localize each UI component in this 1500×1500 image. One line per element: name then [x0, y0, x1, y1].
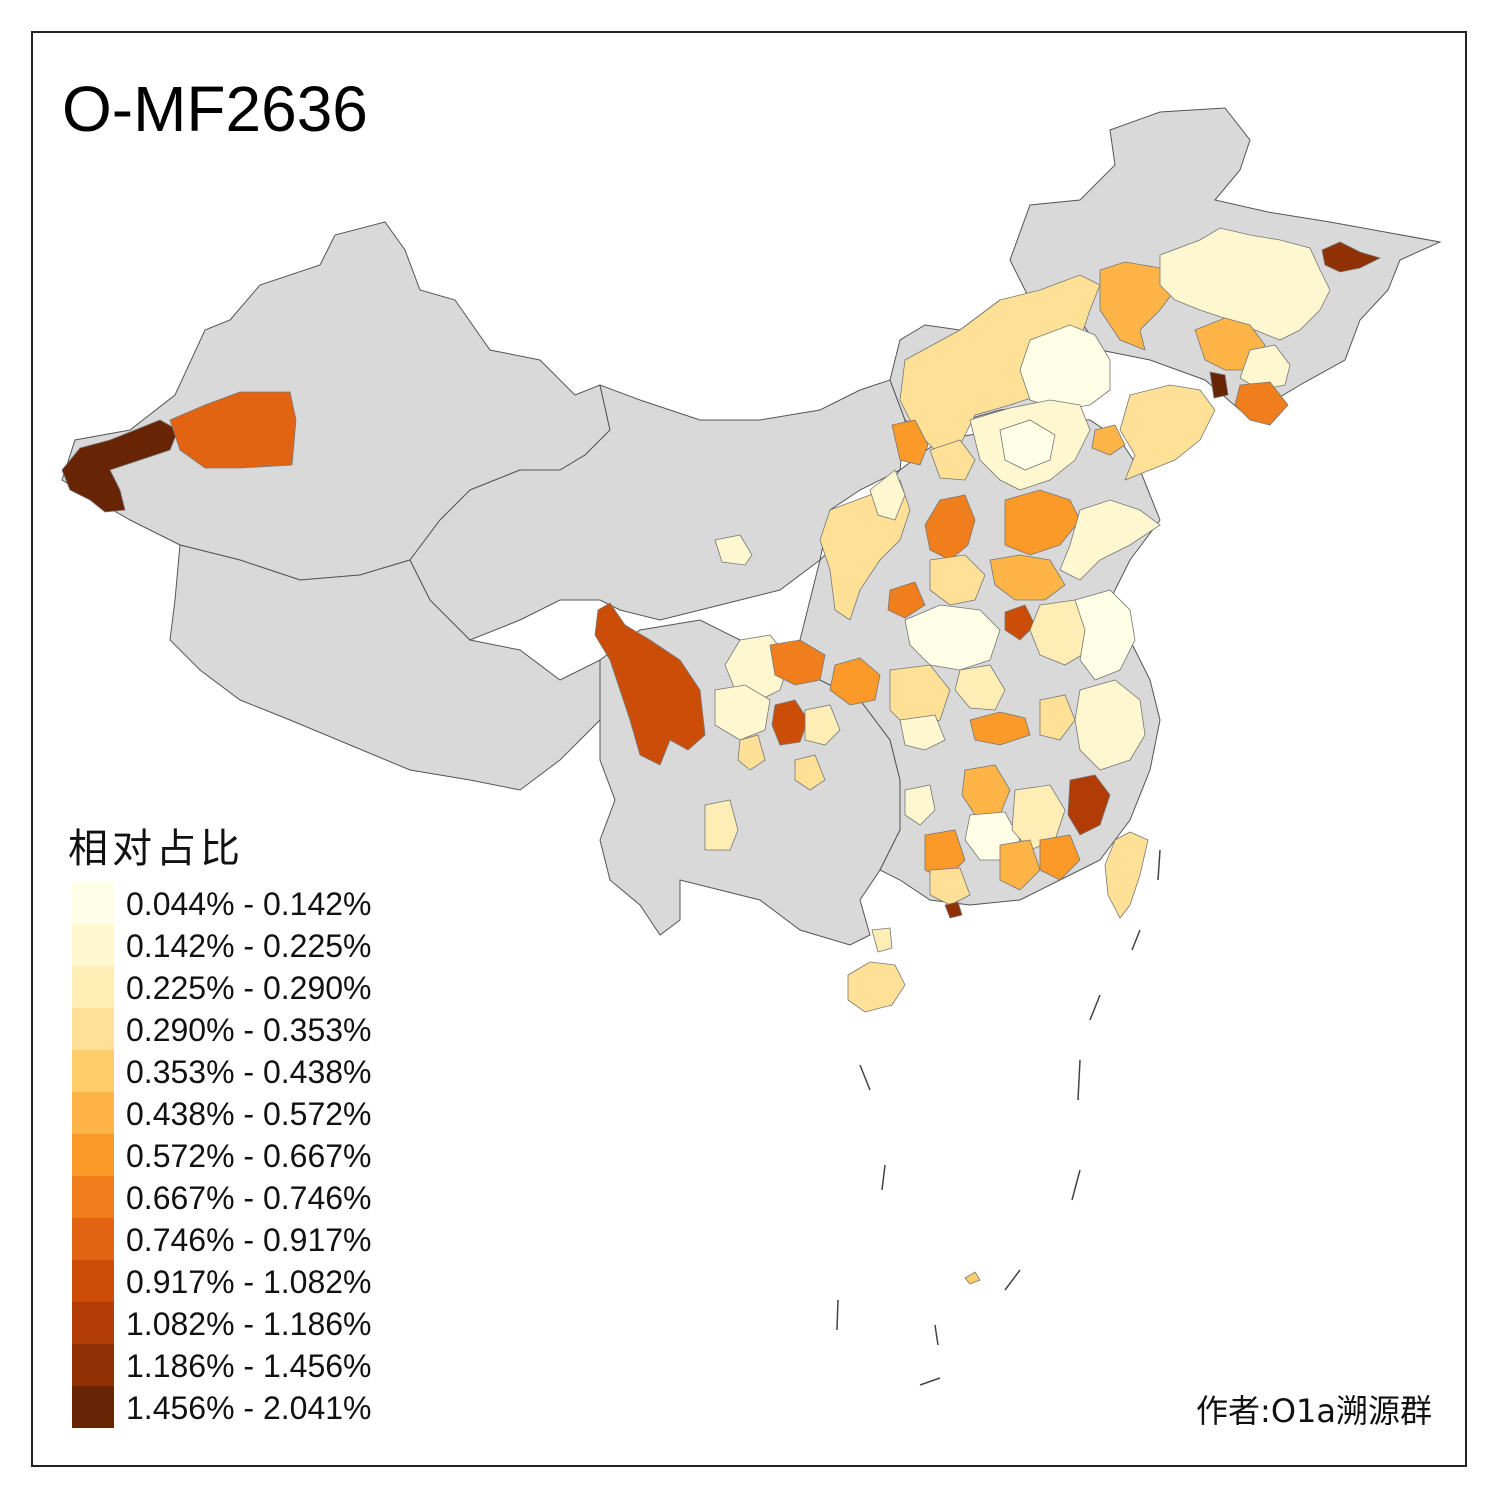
region-mianyang	[769, 639, 826, 686]
region-jiamusi	[1321, 241, 1382, 273]
region-guizhou-west	[794, 754, 826, 791]
author-credit: 作者:O1a溯源群	[1196, 1392, 1432, 1430]
region-yunnan-south	[704, 799, 739, 851]
nine-dash-line	[836, 849, 1161, 1386]
region-tibet-base	[169, 544, 601, 791]
data-regions	[61, 227, 1382, 1285]
region-shandong-west	[989, 554, 1066, 601]
region-chengdu	[771, 699, 809, 746]
legend-swatch	[72, 1386, 114, 1428]
region-heilongjiang-west	[1159, 227, 1331, 341]
region-sichuan-south	[804, 704, 841, 746]
legend-label: 0.438% - 0.572%	[126, 1096, 372, 1132]
legend-swatch	[72, 1260, 114, 1302]
region-leizhou	[871, 927, 893, 953]
map-title: O-MF2636	[62, 73, 368, 145]
region-henan-center	[904, 604, 1001, 671]
region-beijing-area	[999, 419, 1056, 471]
region-hainan	[847, 961, 906, 1013]
legend-swatch	[72, 1134, 114, 1176]
legend-label: 1.082% - 1.186%	[126, 1306, 372, 1342]
region-taiwan	[1104, 831, 1149, 919]
region-hubei-east	[954, 664, 1006, 711]
region-guangxi-west	[904, 784, 936, 826]
map-frame	[31, 31, 1467, 1467]
region-hebei-south	[1004, 489, 1081, 556]
legend-swatch	[72, 1218, 114, 1260]
legend-label: 0.667% - 0.746%	[126, 1180, 372, 1216]
region-jilin-center	[1239, 344, 1291, 391]
region-shanxi-north	[924, 494, 976, 561]
region-gansu-south	[714, 534, 753, 566]
region-dazhou	[829, 657, 881, 706]
region-zhumadian	[1004, 604, 1036, 641]
region-liaoning-south	[1119, 384, 1216, 481]
legend-swatch	[72, 1302, 114, 1344]
region-henan-north	[929, 554, 986, 606]
region-fujian-south	[1039, 834, 1081, 881]
legend-label: 0.917% - 1.082%	[126, 1264, 372, 1300]
region-nansha-island	[964, 1271, 981, 1285]
region-ordos	[891, 419, 929, 466]
legend-label: 0.044% - 0.142%	[126, 886, 372, 922]
region-hubei-west	[889, 664, 951, 731]
region-qamdo	[594, 602, 706, 766]
region-henan-west	[887, 581, 926, 619]
legend-label: 0.353% - 0.438%	[126, 1054, 372, 1090]
region-guangdong-center	[929, 867, 971, 906]
region-shanxi-datong	[929, 439, 976, 481]
legend-swatch	[72, 1092, 114, 1134]
region-anhui-south	[1039, 694, 1076, 741]
region-kashgar	[61, 419, 179, 513]
legend-label: 0.572% - 0.667%	[126, 1138, 372, 1174]
region-qinghai-gansu-base	[409, 379, 906, 641]
legend-swatch	[72, 924, 114, 966]
legend-label: 1.186% - 1.456%	[126, 1348, 372, 1384]
region-inner-mongolia-center	[1019, 324, 1111, 411]
region-hubei-center	[899, 714, 946, 751]
legend-swatch	[72, 1008, 114, 1050]
legend-label: 0.290% - 0.353%	[126, 1012, 372, 1048]
region-wuhan	[969, 711, 1031, 746]
region-dandong	[1234, 381, 1289, 426]
region-liaoning-west	[1091, 424, 1126, 456]
region-shenyang	[1209, 371, 1229, 399]
legend-label: 0.746% - 0.917%	[126, 1222, 372, 1258]
legend-swatch	[72, 1176, 114, 1218]
region-ganzi	[714, 684, 771, 741]
legend-label: 1.456% - 2.041%	[126, 1390, 372, 1426]
legend-swatch	[72, 1050, 114, 1092]
region-shenzhen	[944, 901, 963, 919]
region-guangdong-north	[999, 839, 1041, 891]
region-jiangsu	[1074, 589, 1136, 681]
region-hulunbuir	[1099, 261, 1176, 351]
region-fuzhou	[1067, 774, 1111, 836]
region-yunnan-north	[737, 734, 766, 771]
legend-swatch	[72, 882, 114, 924]
region-ningxia	[869, 469, 906, 521]
region-shandong	[1059, 499, 1161, 581]
legend-label: 0.142% - 0.225%	[126, 928, 372, 964]
region-ili	[169, 391, 297, 469]
legend-label: 0.225% - 0.290%	[126, 970, 372, 1006]
legend-swatch	[72, 1344, 114, 1386]
legend-title: 相对占比	[68, 826, 244, 872]
region-zhejiang	[1074, 679, 1146, 771]
legend-swatch	[72, 966, 114, 1008]
